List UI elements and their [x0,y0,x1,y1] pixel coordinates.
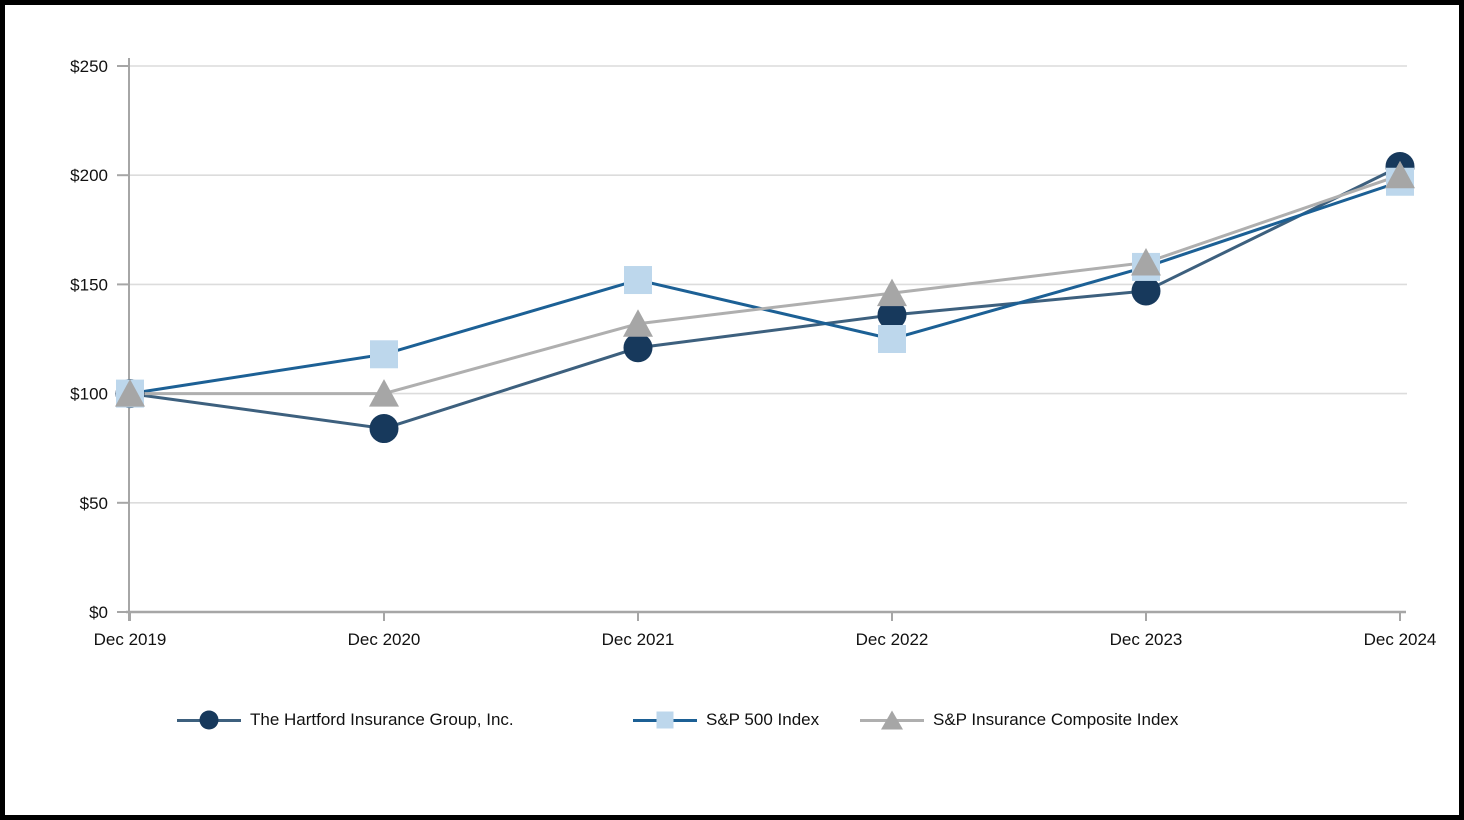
circle-marker [369,414,399,444]
sp500-legend-swatch [633,709,697,731]
triangle-marker [1385,160,1415,189]
total-return-line-chart: $0 $50 $100 $150 $200 $250 Dec 2019 Dec 2020 Dec… [70,57,1437,649]
legend-label-insurance-composite: S&P Insurance Composite Index [933,710,1179,729]
legend-label-sp500: S&P 500 Index [706,710,820,729]
x-axis-tick-label: Dec 2019 [94,630,167,649]
series-line-1 [129,180,1401,396]
chart-legend: The Hartford Insurance Group, Inc. S&P 5… [5,703,1459,737]
x-axis-tick-label: Dec 2021 [602,630,675,649]
series-line-0 [129,165,1401,431]
x-axis-tick-label: Dec 2023 [1110,630,1183,649]
square-marker [878,325,906,353]
x-axis-tick-label: Dec 2020 [348,630,421,649]
sp500-square-marker-icon [656,711,674,729]
triangle-marker [369,379,399,407]
legend-item-hartford: The Hartford Insurance Group, Inc. [177,703,514,737]
legend-label-hartford: The Hartford Insurance Group, Inc. [250,710,514,729]
y-axis-tick-label: $50 [80,494,108,513]
y-axis-tick-label: $150 [70,275,108,294]
triangle-marker [877,278,907,307]
legend-item-sp500: S&P 500 Index [633,703,819,737]
hartford-circle-marker-icon [199,710,219,730]
circle-marker [1131,276,1161,306]
triangle-marker [115,379,145,407]
circle-marker [623,333,653,363]
hartford-legend-swatch [177,709,241,731]
series-line-2 [130,173,1401,396]
y-axis-tick-label: $100 [70,385,108,404]
triangle-marker [1131,248,1161,276]
x-axis-tick-label: Dec 2022 [856,630,929,649]
square-marker [370,340,398,369]
x-axis-tick-label: Dec 2024 [1364,630,1437,649]
y-axis-tick-label: $200 [70,166,108,185]
y-axis-tick-label: $0 [89,603,108,622]
square-marker [624,266,652,295]
circle-marker [877,300,907,330]
insurance-composite-legend-swatch [860,709,924,731]
y-axis-tick-label: $250 [70,57,108,76]
triangle-marker [623,309,653,337]
legend-item-insurance-composite: S&P Insurance Composite Index [860,703,1178,737]
insurance-composite-triangle-marker-icon [881,710,903,730]
